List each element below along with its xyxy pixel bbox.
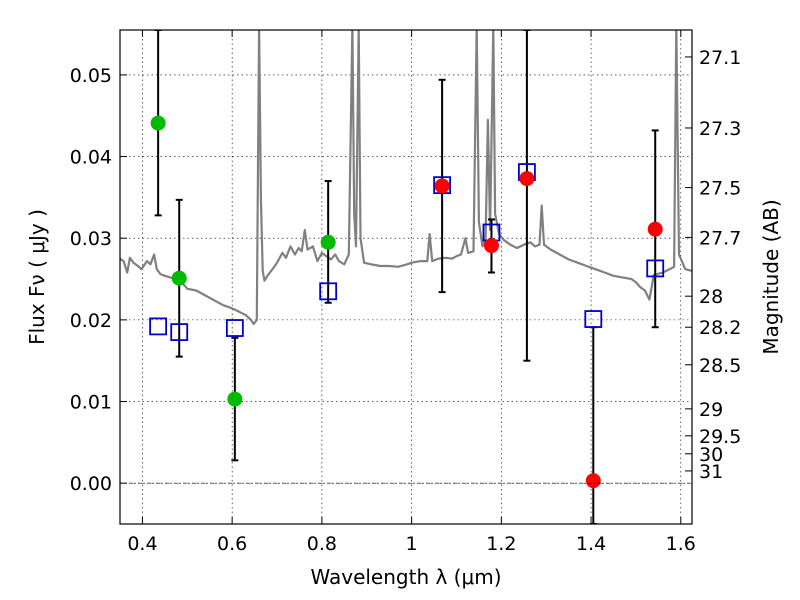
y-tick-label: 0.05 — [70, 65, 112, 87]
y-tick-label: 0.01 — [70, 392, 112, 414]
data-point — [519, 171, 535, 187]
y2-tick-label: 27.3 — [699, 118, 741, 140]
x-tick-label: 0.4 — [127, 533, 157, 555]
x-tick-label: 0.6 — [217, 533, 247, 555]
y-tick-label: 0.03 — [70, 228, 112, 250]
y2-tick-label: 28 — [699, 286, 723, 308]
y2-tick-label: 29 — [699, 399, 723, 421]
y-axis-label: Flux Fν ( μJy ) — [25, 209, 49, 345]
data-point — [483, 238, 499, 254]
x-axis-label: Wavelength λ (μm) — [310, 565, 501, 589]
model-square-point — [319, 282, 338, 301]
plot-frame — [119, 29, 693, 525]
model-square-point — [170, 323, 189, 342]
y-tick-label: 0.04 — [70, 147, 112, 169]
data-point — [320, 234, 336, 250]
grid — [120, 30, 692, 524]
plot-area — [120, 30, 692, 524]
data-point — [647, 221, 663, 237]
model-square-point — [646, 259, 665, 278]
model-square-point — [149, 317, 168, 336]
y-tick-label: 0.00 — [70, 473, 112, 495]
y-tick-label: 0.02 — [70, 310, 112, 332]
data-point — [434, 178, 450, 194]
model-square-point — [584, 310, 603, 328]
y2-tick-label: 28.5 — [699, 355, 741, 377]
x-tick-label: 1.4 — [576, 533, 606, 555]
model-square-point — [225, 319, 244, 337]
data-point — [171, 270, 187, 286]
x-tick-label: 0.8 — [307, 533, 337, 555]
y2-tick-label: 27.1 — [699, 47, 741, 69]
y2-tick-label: 31 — [699, 461, 723, 483]
axes: 0.4 0.6 0.8 1 1.2 1.4 1.6 0.00 0.01 0.02 0.03 0.04 0… — [70, 30, 741, 555]
x-tick-label: 1.2 — [486, 533, 516, 555]
y2-tick-label: 27.7 — [699, 227, 741, 249]
data-point — [150, 115, 166, 131]
y2-tick-label: 29.5 — [699, 426, 741, 448]
y2-tick-label: 28.2 — [699, 317, 741, 339]
y2-tick-label: 30 — [699, 444, 723, 466]
y2-axis-label: Magnitude (AB) — [759, 199, 783, 354]
x-tick-label: 1 — [406, 533, 418, 555]
x-tick-label: 1.6 — [666, 533, 696, 555]
data-point — [585, 473, 601, 489]
y2-tick-label: 27.5 — [699, 178, 741, 200]
spectrum-line — [120, 30, 692, 326]
data-point — [227, 391, 243, 407]
